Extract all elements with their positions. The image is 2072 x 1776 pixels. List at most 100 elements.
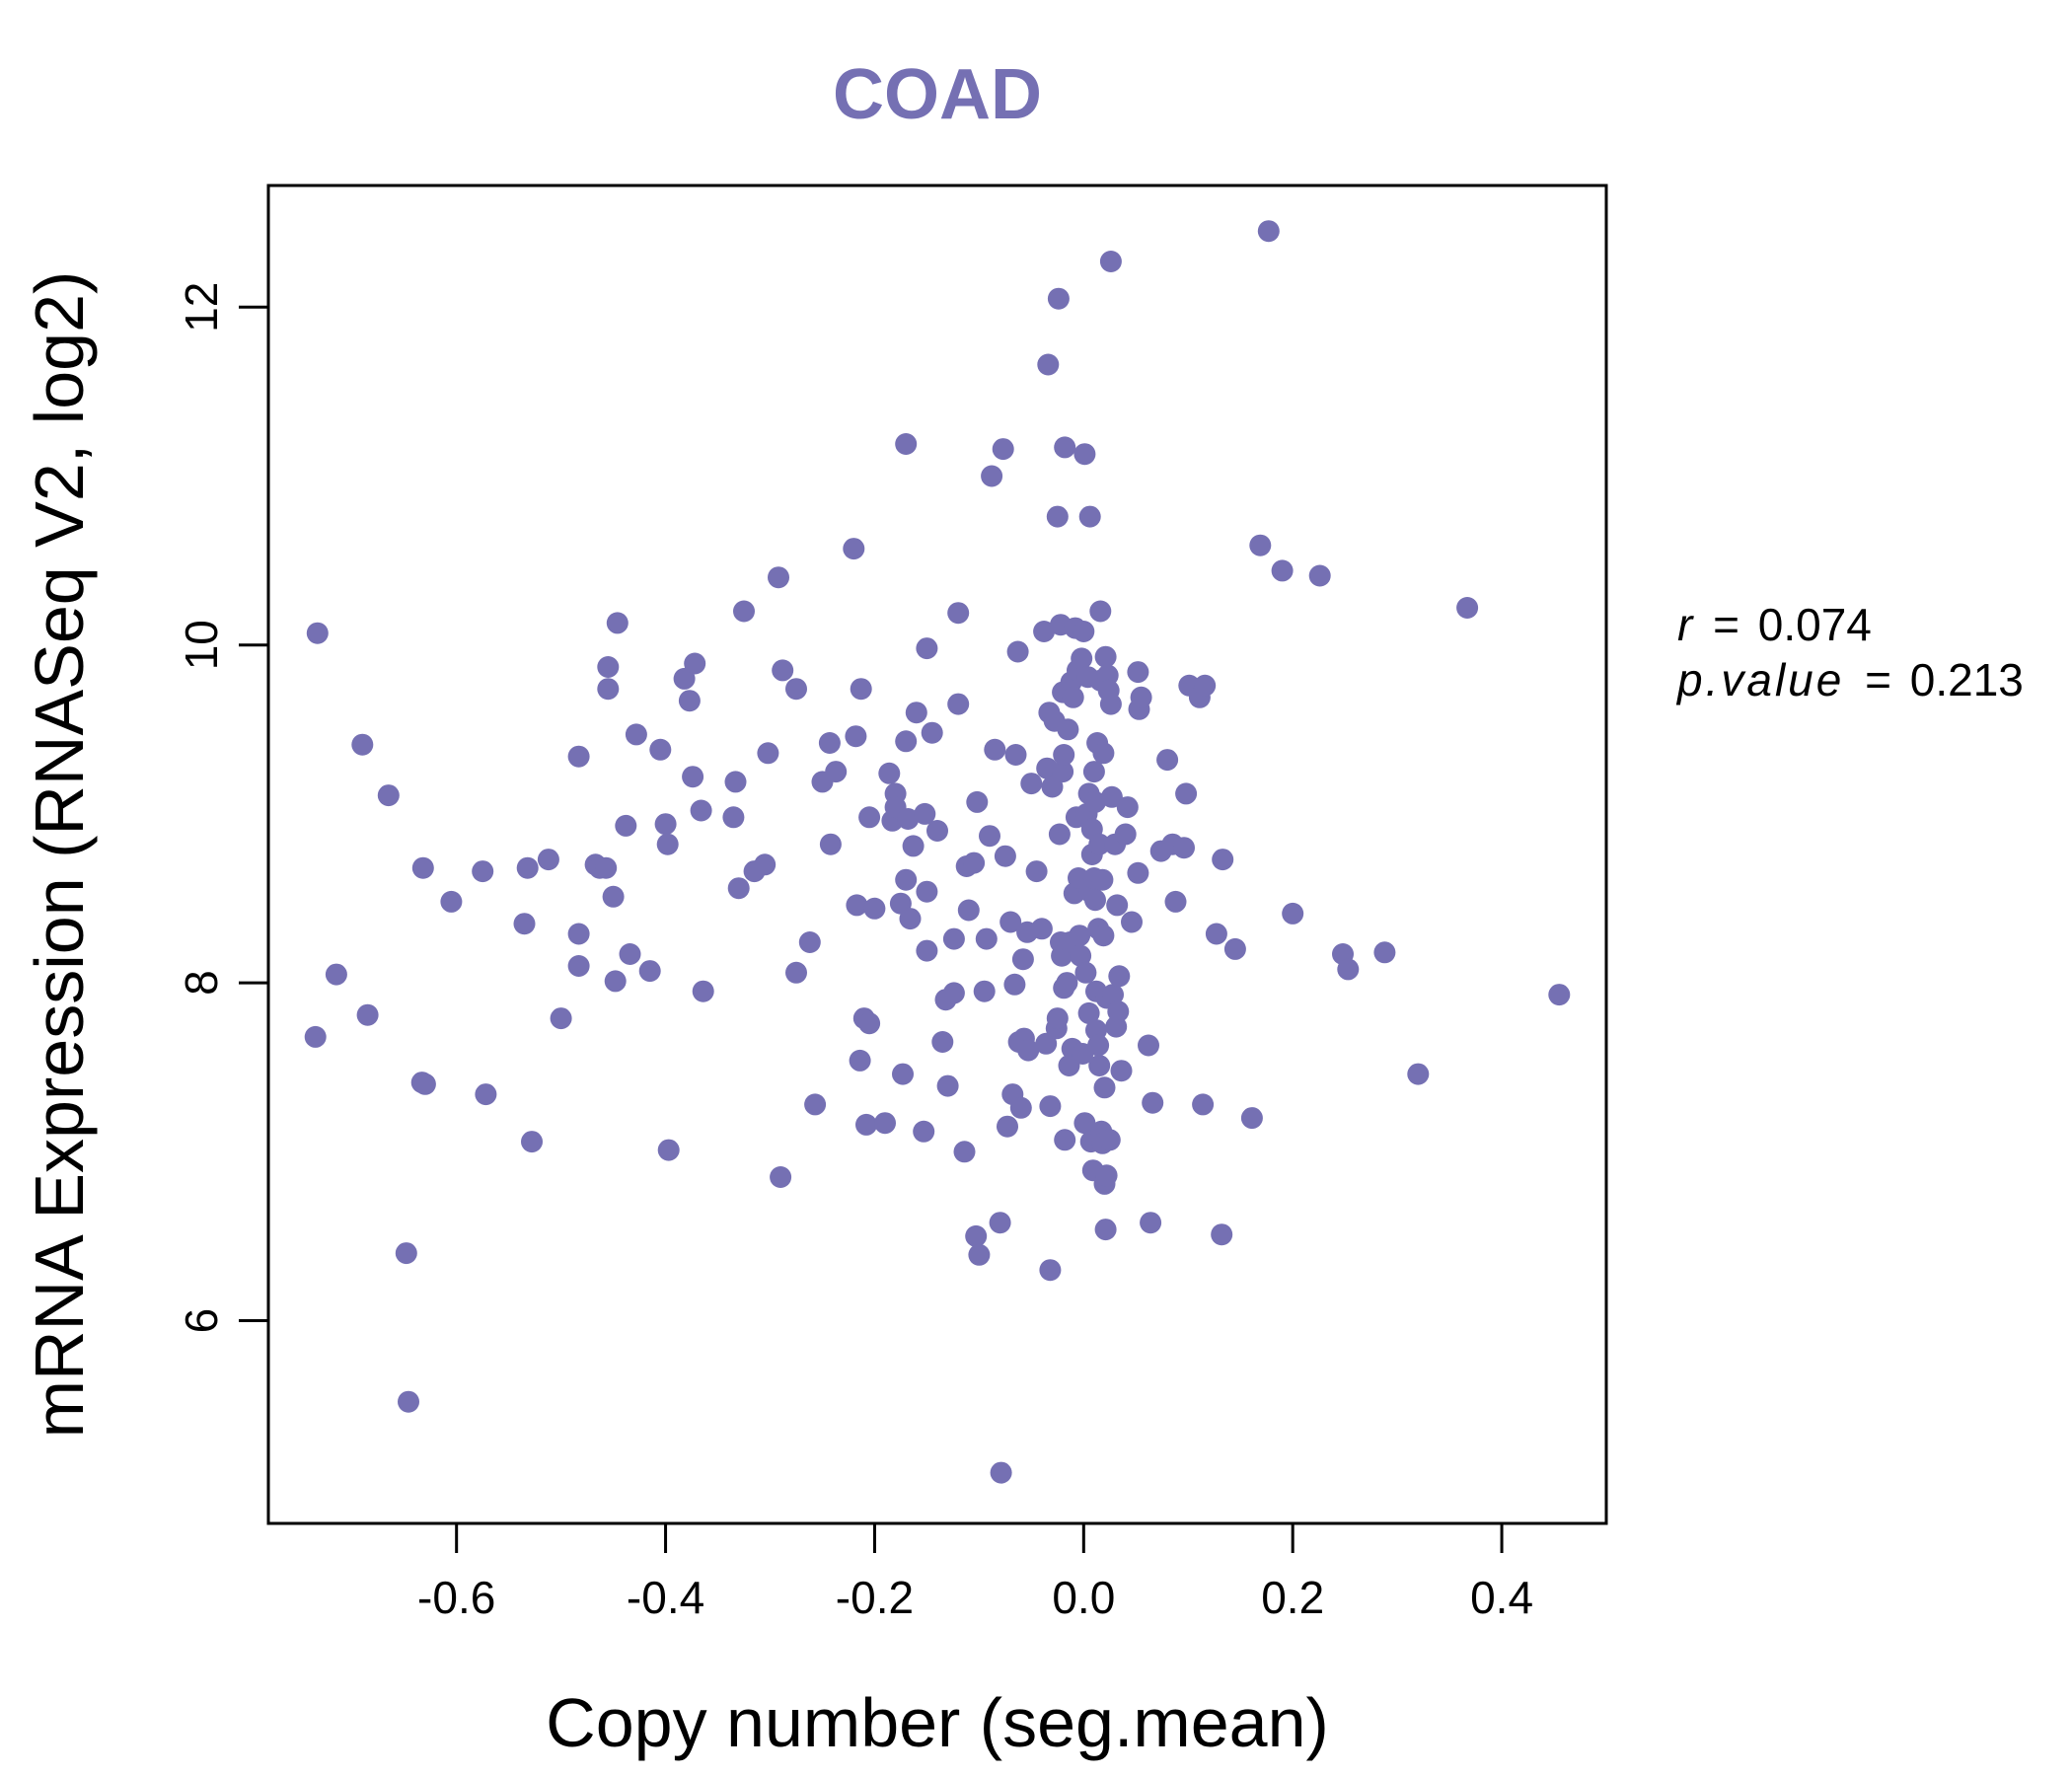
data-point <box>377 784 400 807</box>
data-point <box>942 982 965 1004</box>
data-point <box>942 927 965 950</box>
data-point <box>684 652 706 675</box>
data-point <box>615 814 637 837</box>
data-point <box>1138 1034 1159 1057</box>
data-point <box>757 742 779 765</box>
data-point <box>1046 1007 1069 1030</box>
data-point <box>1088 833 1111 855</box>
data-point <box>1017 1039 1040 1062</box>
data-point <box>1127 661 1149 684</box>
data-point <box>947 693 970 715</box>
data-point <box>1073 1112 1096 1135</box>
data-point <box>1095 1164 1118 1187</box>
data-point <box>1223 937 1246 960</box>
data-point <box>874 1112 896 1135</box>
data-point <box>1054 436 1076 459</box>
data-point <box>1205 923 1227 945</box>
data-point <box>772 659 794 682</box>
data-point <box>638 960 661 983</box>
data-point <box>1094 645 1117 668</box>
data-point <box>1092 742 1115 765</box>
data-point <box>916 939 938 962</box>
data-point <box>818 732 841 754</box>
data-point <box>1142 1091 1164 1114</box>
data-point <box>947 602 970 625</box>
data-point <box>411 856 434 879</box>
data-point <box>1127 861 1149 884</box>
data-point <box>1548 984 1571 1006</box>
data-point <box>1054 1129 1076 1151</box>
data-point <box>537 849 559 871</box>
data-point <box>999 911 1022 933</box>
data-points <box>304 220 1571 1484</box>
chart-title: COAD <box>833 55 1042 134</box>
data-point <box>997 1115 1018 1138</box>
data-point <box>992 438 1014 461</box>
r-label: r <box>1677 599 1694 650</box>
data-point <box>899 908 922 930</box>
data-point <box>1069 925 1091 947</box>
data-point <box>916 880 938 903</box>
data-point <box>754 853 777 876</box>
data-point <box>304 1025 327 1048</box>
data-point <box>722 806 745 829</box>
data-point <box>395 1242 417 1265</box>
data-point <box>1121 911 1143 933</box>
data-point <box>673 667 696 690</box>
data-point <box>1084 790 1106 813</box>
data-point <box>973 980 996 1002</box>
x-axis: -0.6 -0.4 -0.2 0.0 0.2 0.4 <box>417 1521 1533 1623</box>
data-point <box>595 856 618 879</box>
data-point <box>1102 984 1124 1006</box>
data-point <box>1093 1076 1116 1099</box>
data-point <box>984 738 1006 761</box>
data-point <box>965 1224 988 1247</box>
data-point <box>845 725 867 748</box>
data-point <box>914 802 936 825</box>
data-point <box>1039 1259 1062 1282</box>
stats-annotation: r = 0.074 p.value = 0.213 <box>1675 599 2024 705</box>
data-point <box>1094 1219 1117 1241</box>
data-point <box>895 868 918 891</box>
data-point <box>597 656 620 678</box>
data-point <box>968 1243 991 1266</box>
data-point <box>819 833 842 855</box>
data-point <box>804 1093 827 1116</box>
data-point <box>1062 686 1084 708</box>
data-point <box>654 813 677 836</box>
data-point <box>1240 1107 1263 1130</box>
data-point <box>1033 621 1056 642</box>
data-point <box>1249 534 1272 556</box>
data-point <box>897 808 920 830</box>
data-point <box>1194 674 1217 697</box>
data-point <box>475 1083 497 1106</box>
data-point <box>785 678 807 701</box>
data-point <box>981 465 1003 487</box>
data-point <box>966 790 989 813</box>
data-point <box>1098 1129 1121 1151</box>
data-point <box>1047 287 1070 310</box>
svg-text:p.value = 0.213: p.value = 0.213 <box>1675 654 2024 705</box>
data-point <box>1070 944 1092 967</box>
data-point <box>1030 918 1053 940</box>
data-point <box>1212 849 1234 871</box>
data-point <box>1089 600 1112 623</box>
data-point <box>902 835 925 857</box>
data-point <box>1037 353 1060 376</box>
data-point <box>990 1461 1012 1484</box>
data-point <box>1074 961 1097 984</box>
y-axis: 6 8 10 12 <box>176 282 270 1333</box>
data-point <box>440 890 463 913</box>
data-point <box>1107 1000 1130 1023</box>
x-tick-label: -0.2 <box>836 1572 914 1623</box>
data-point <box>1071 647 1093 670</box>
data-point <box>625 723 647 746</box>
plot-area-frame <box>266 184 1608 1525</box>
y-tick-label: 12 <box>176 282 227 333</box>
data-point <box>921 721 943 744</box>
x-tick-label: -0.6 <box>417 1572 495 1623</box>
x-tick-label: 0.0 <box>1052 1572 1115 1623</box>
data-point <box>1175 782 1198 805</box>
data-point <box>678 690 701 712</box>
